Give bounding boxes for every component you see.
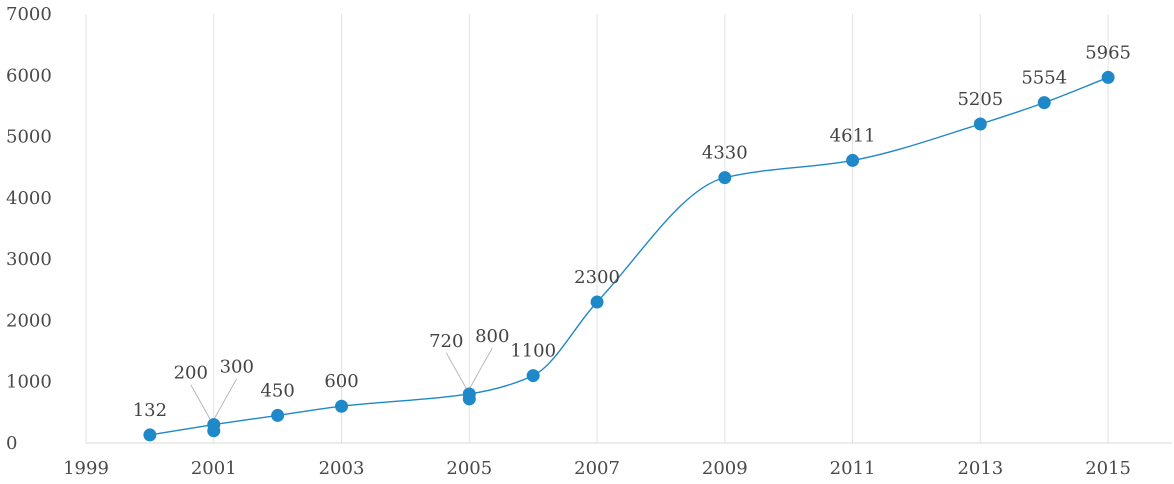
data-point (1037, 96, 1051, 110)
data-point (462, 387, 476, 401)
y-tick-label: 3000 (6, 249, 52, 270)
data-point (846, 153, 860, 167)
x-tick-label: 2001 (191, 458, 237, 479)
x-tick-label: 2009 (702, 458, 748, 479)
y-tick-label: 2000 (6, 310, 52, 331)
data-point (207, 418, 221, 432)
data-label: 450 (260, 380, 294, 401)
data-label: 1100 (510, 341, 556, 362)
x-tick-label: 2005 (446, 458, 492, 479)
data-label: 300 (220, 357, 254, 378)
x-tick-label: 2011 (830, 458, 876, 479)
data-point-layer (143, 70, 1115, 442)
data-label: 600 (324, 371, 358, 392)
data-point (526, 369, 540, 383)
x-tick-label: 2003 (319, 458, 365, 479)
data-label: 2300 (574, 267, 620, 288)
leader-line (445, 352, 470, 395)
y-tick-label: 1000 (6, 372, 52, 393)
y-tick-label: 7000 (6, 4, 52, 25)
data-label: 720 (429, 331, 463, 352)
data-label: 5554 (1021, 68, 1067, 89)
x-tick-label: 2015 (1085, 458, 1131, 479)
leader-line (468, 347, 493, 390)
data-label: 5205 (957, 89, 1003, 110)
data-label: 4611 (830, 125, 876, 146)
leader-line (213, 378, 238, 420)
x-tick-label: 1999 (63, 458, 109, 479)
data-label: 800 (475, 326, 509, 347)
data-label: 132 (133, 400, 167, 421)
tick-label-layer: 1999 2001 2003 2005 2007 2009 2011 2013 2015 0 100… (6, 4, 1131, 479)
data-point (973, 117, 987, 131)
data-label: 200 (174, 363, 208, 384)
y-tick-label: 0 (6, 433, 17, 454)
data-point (143, 428, 157, 442)
x-tick-label: 2007 (574, 458, 620, 479)
y-tick-label: 6000 (6, 65, 52, 86)
data-label: 4330 (702, 143, 748, 164)
x-tick-label: 2013 (957, 458, 1003, 479)
data-point (1101, 70, 1115, 84)
data-point (590, 295, 604, 309)
leader-line-layer (190, 347, 493, 426)
leader-line (190, 384, 215, 426)
data-label: 5965 (1085, 42, 1131, 63)
data-point (271, 408, 285, 422)
data-point (335, 399, 349, 413)
data-point (718, 171, 732, 185)
y-tick-label: 5000 (6, 127, 52, 148)
y-tick-label: 4000 (6, 188, 52, 209)
grid-layer (85, 14, 1109, 443)
